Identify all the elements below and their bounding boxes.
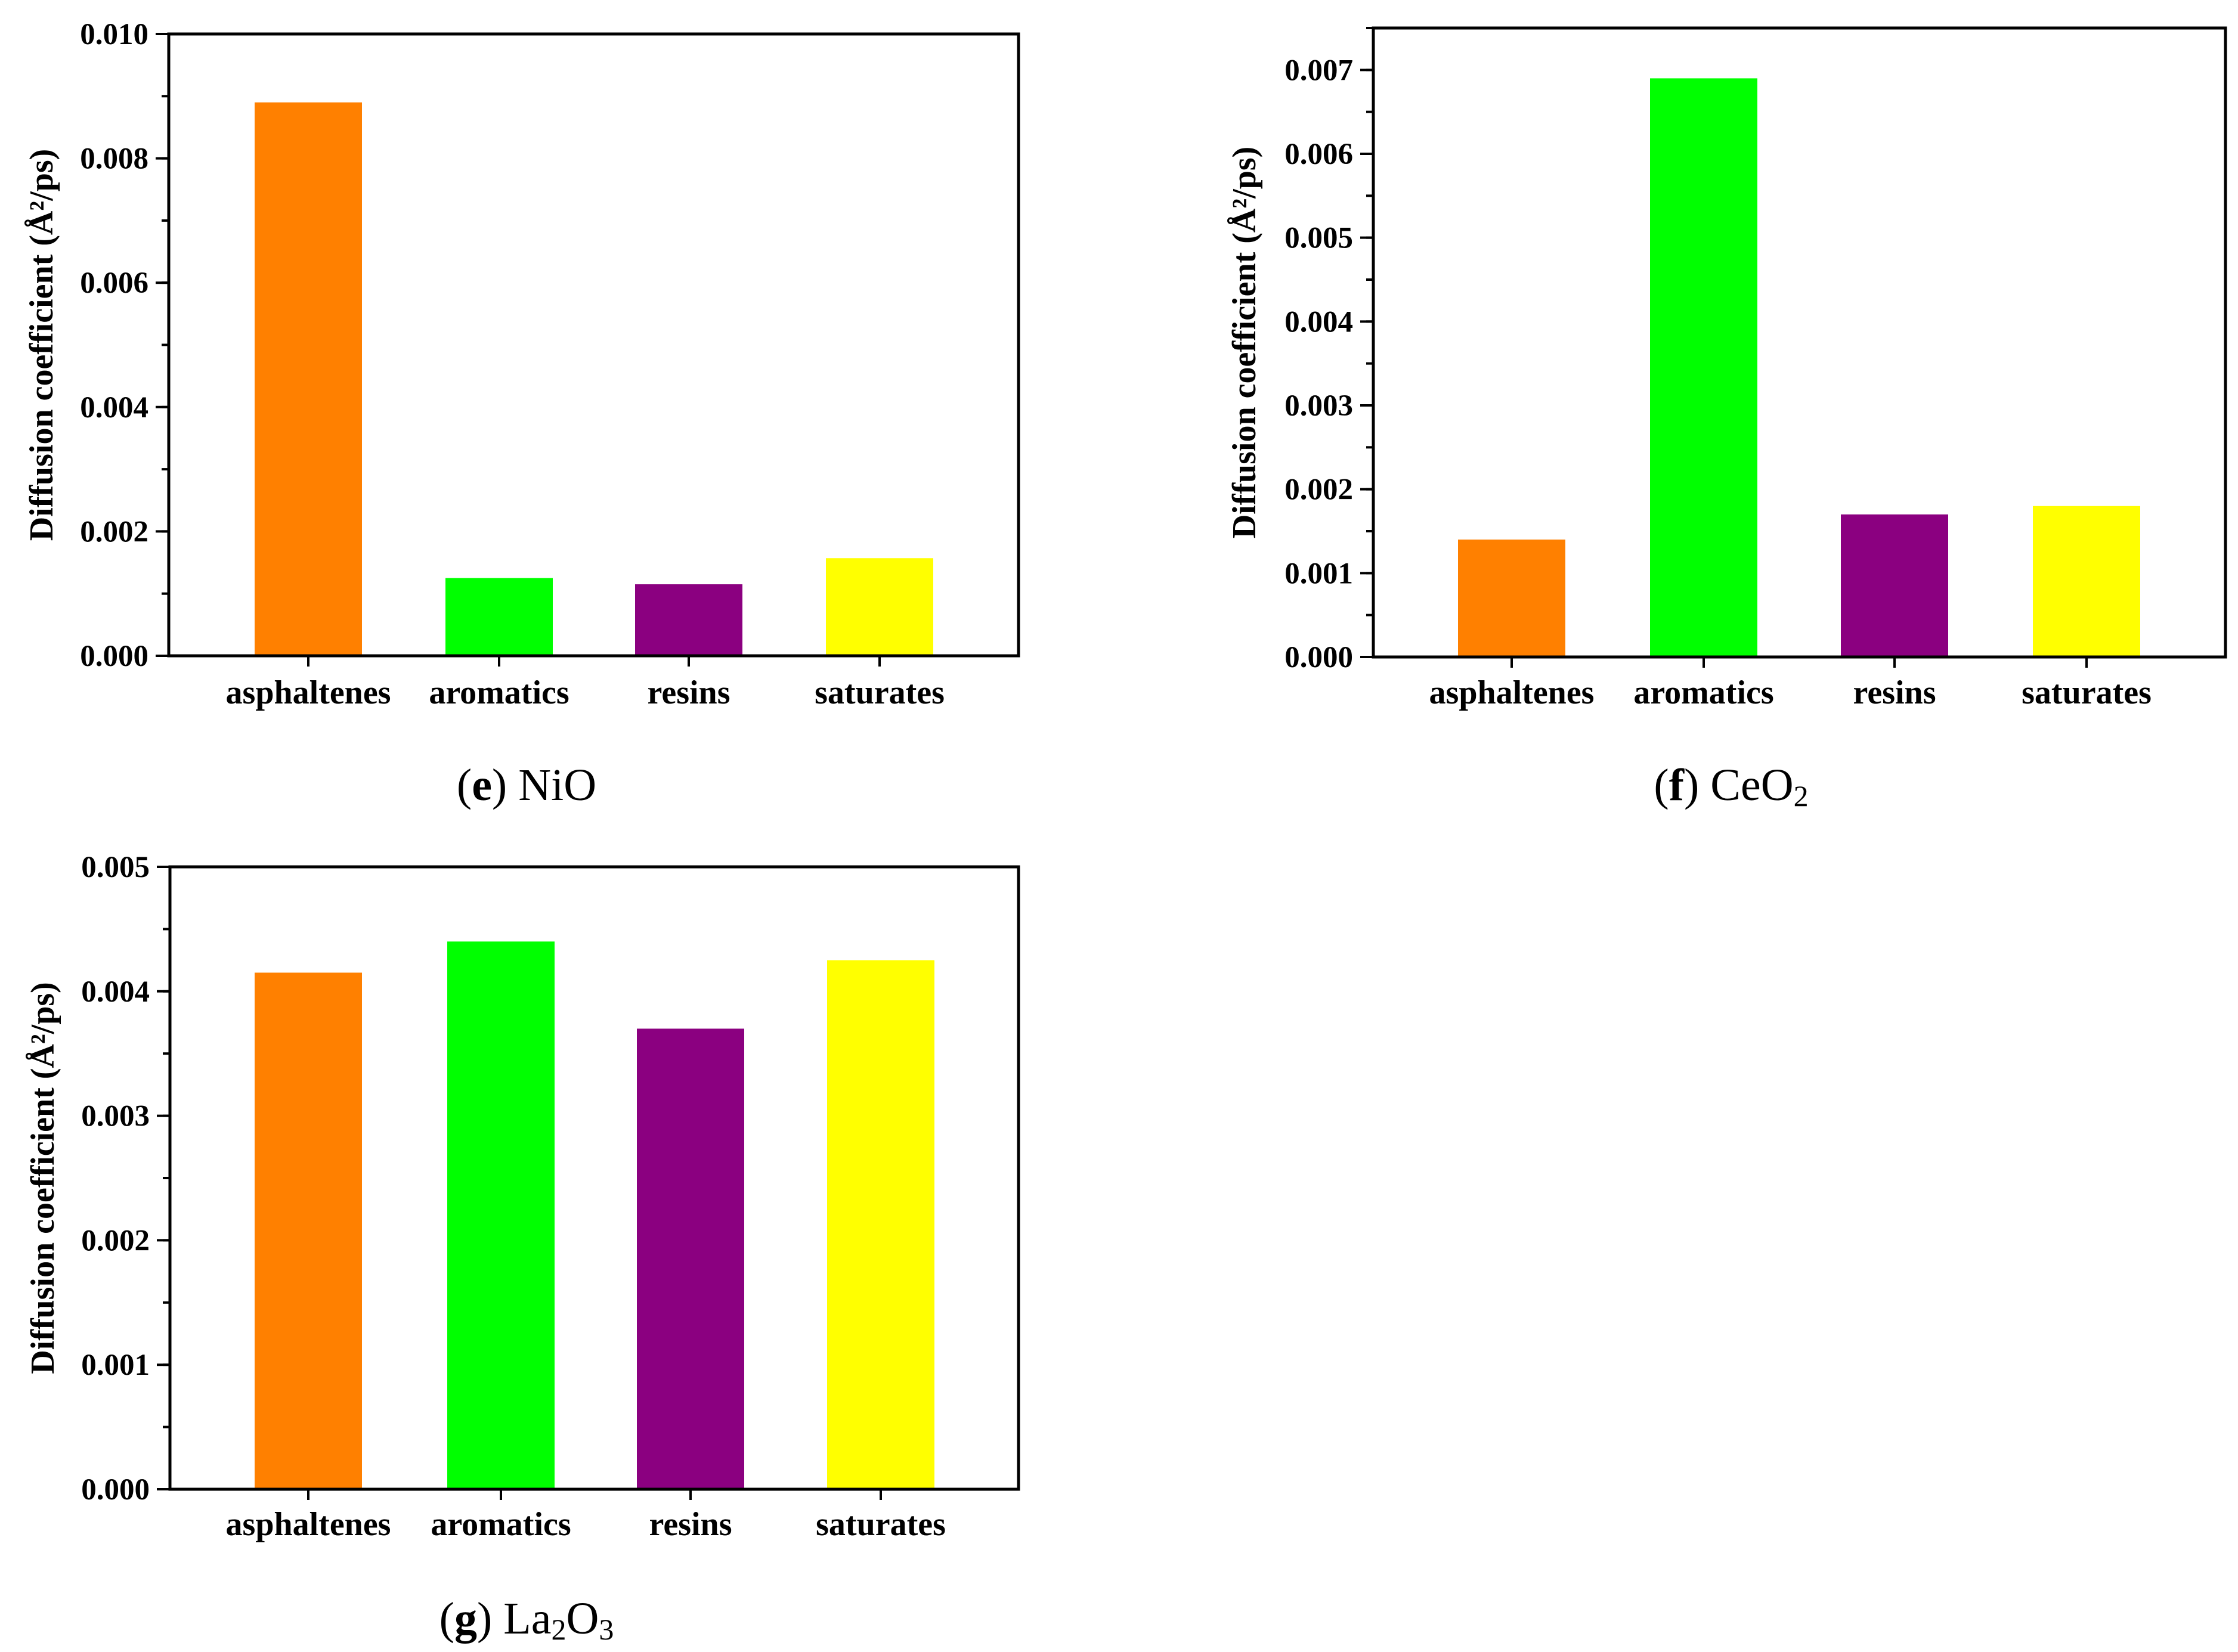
y-tick-label: 0.007: [1284, 54, 1353, 87]
bar-aromatics: [1650, 78, 1757, 657]
y-tick-label: 0.008: [80, 142, 148, 176]
chart-panel-g: 0.000 0.001 0.002 0.003 0.004 0.005 asphaltene…: [24, 851, 1020, 1646]
y-tick-label: 0.004: [1284, 305, 1353, 339]
chart-panel-e: 0.000 0.002 0.004 0.006 0.008 0.010 asphaltene…: [23, 18, 1020, 810]
caption-part: f: [1669, 760, 1685, 810]
y-axis-title: Diffusion coefficient (Å²/ps): [23, 149, 60, 541]
x-category-label: resins: [648, 674, 730, 711]
y-tick-label: 0.003: [1284, 389, 1353, 423]
caption-part: O: [566, 1594, 599, 1644]
x-category-label: saturates: [816, 1506, 946, 1543]
y-tick-label: 0.002: [1284, 473, 1353, 507]
caption-part: ) La: [477, 1594, 551, 1644]
y-tick-label: 0.002: [80, 515, 148, 548]
plot-frame: [1372, 26, 2227, 659]
bar-saturates: [827, 960, 934, 1489]
caption-part: ) CeO: [1684, 760, 1794, 810]
y-axis-title: Diffusion coefficient (Å²/ps): [1226, 147, 1263, 539]
panel-caption: (g) La2O3: [439, 1594, 614, 1646]
y-tick-label: 0.001: [81, 1349, 150, 1382]
bar-saturates: [2033, 506, 2140, 657]
y-tick-label: 0.010: [80, 18, 148, 51]
bar-asphaltenes: [255, 102, 362, 656]
caption-part: (: [1654, 760, 1669, 810]
bar-resins: [1841, 514, 1948, 657]
bar-saturates: [826, 558, 933, 656]
chart-panel-f: 0.000 0.001 0.002 0.003 0.004 0.005 0.006 0.007…: [1226, 26, 2227, 813]
y-tick-label: 0.001: [1284, 557, 1353, 590]
caption-part: ) NiO: [492, 760, 596, 810]
caption-part: (: [439, 1594, 454, 1644]
x-category-label: resins: [1853, 674, 1936, 711]
caption-part: (: [457, 760, 472, 810]
y-tick-label: 0.006: [80, 266, 148, 300]
y-tick-label: 0.005: [1284, 222, 1353, 255]
panel-caption: (f) CeO2: [1654, 760, 1808, 813]
y-axis-title: Diffusion coefficient (Å²/ps): [24, 982, 61, 1374]
y-tick-label: 0.004: [80, 391, 148, 424]
x-category-label: resins: [649, 1506, 732, 1543]
bar-asphaltenes: [255, 972, 362, 1489]
y-tick-label: 0.000: [80, 640, 148, 673]
y-tick-label: 0.004: [81, 975, 150, 1009]
y-tick-label: 0.002: [81, 1224, 150, 1257]
bar-resins: [635, 584, 742, 656]
caption-subscript: 2: [551, 1613, 566, 1646]
caption-part: e: [472, 760, 492, 810]
caption-part: g: [454, 1594, 477, 1644]
bar-aromatics: [447, 941, 555, 1489]
bar-resins: [637, 1028, 744, 1489]
y-tick-label: 0.000: [1284, 641, 1353, 674]
y-tick-label: 0.006: [1284, 138, 1353, 171]
x-category-label: asphaltenes: [226, 1506, 391, 1543]
x-category-label: aromatics: [1633, 674, 1773, 711]
x-category-label: aromatics: [429, 674, 569, 711]
panel-caption: (e) NiO: [457, 760, 596, 810]
y-tick-label: 0.003: [81, 1100, 150, 1133]
y-tick-label: 0.000: [81, 1473, 150, 1507]
x-category-label: asphaltenes: [1429, 674, 1595, 711]
y-tick-label: 0.005: [81, 851, 150, 884]
caption-subscript: 3: [599, 1613, 614, 1646]
x-category-label: aromatics: [431, 1506, 571, 1543]
x-category-label: saturates: [815, 674, 945, 711]
x-category-label: asphaltenes: [226, 674, 391, 711]
x-category-label: saturates: [2022, 674, 2152, 711]
bar-aromatics: [445, 578, 553, 656]
bar-asphaltenes: [1458, 540, 1565, 657]
caption-subscript: 2: [1794, 779, 1809, 813]
